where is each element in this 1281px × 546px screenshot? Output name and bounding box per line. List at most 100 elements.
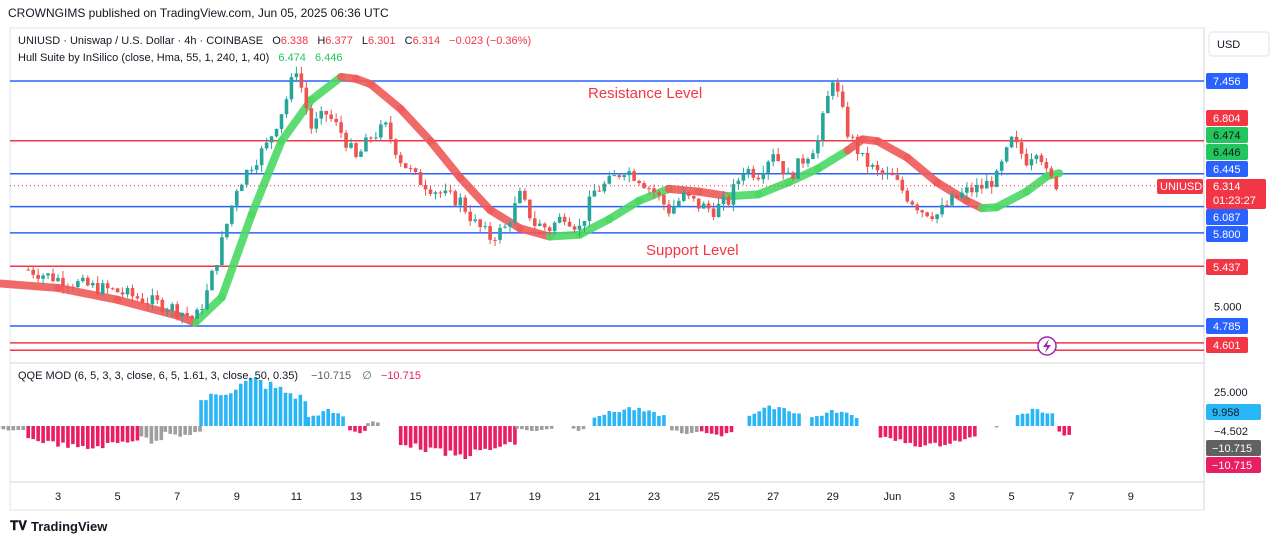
candle[interactable]: [776, 147, 780, 162]
time-axis-label[interactable]: 9: [1128, 491, 1134, 503]
candle[interactable]: [920, 209, 924, 218]
candle[interactable]: [528, 199, 532, 221]
candle[interactable]: [781, 160, 785, 180]
candle[interactable]: [220, 231, 224, 267]
candle[interactable]: [36, 268, 40, 284]
candle[interactable]: [945, 200, 949, 207]
symbol-legend[interactable]: UNIUSD · Uniswap / U.S. Dollar · 4h · CO…: [18, 35, 531, 47]
time-axis-label[interactable]: 11: [291, 491, 302, 503]
candle[interactable]: [746, 166, 751, 179]
candle[interactable]: [637, 179, 641, 186]
candle[interactable]: [607, 171, 612, 185]
candle[interactable]: [195, 307, 199, 319]
candle[interactable]: [885, 166, 890, 180]
candle[interactable]: [120, 287, 125, 300]
candle[interactable]: [329, 109, 333, 122]
candle[interactable]: [831, 80, 835, 100]
candle[interactable]: [989, 176, 994, 195]
candle[interactable]: [562, 213, 567, 226]
candle[interactable]: [314, 111, 319, 133]
candle[interactable]: [980, 178, 984, 194]
candle[interactable]: [393, 138, 398, 159]
candle[interactable]: [354, 141, 358, 159]
candle[interactable]: [756, 173, 761, 182]
candle[interactable]: [170, 302, 175, 318]
candle[interactable]: [269, 135, 274, 150]
candle[interactable]: [210, 269, 214, 291]
price-tick-label[interactable]: 5.000: [1214, 301, 1242, 313]
candle[interactable]: [691, 195, 696, 202]
candle[interactable]: [925, 211, 929, 218]
candle[interactable]: [61, 270, 65, 294]
candle[interactable]: [145, 297, 150, 311]
candle[interactable]: [855, 134, 860, 161]
candle[interactable]: [627, 167, 631, 183]
candle[interactable]: [657, 189, 661, 201]
candle[interactable]: [771, 148, 775, 167]
candle[interactable]: [791, 171, 795, 181]
candle[interactable]: [523, 188, 527, 202]
candle[interactable]: [428, 185, 433, 196]
candle[interactable]: [205, 283, 209, 311]
time-axis-label[interactable]: 9: [234, 491, 240, 503]
candle[interactable]: [324, 110, 328, 122]
qqe-badge[interactable]: [1206, 404, 1261, 420]
candle[interactable]: [110, 287, 115, 291]
candle[interactable]: [865, 146, 870, 175]
candle[interactable]: [975, 178, 979, 198]
candle[interactable]: [31, 266, 35, 279]
candle[interactable]: [100, 279, 105, 296]
candle[interactable]: [458, 193, 463, 213]
candle[interactable]: [935, 213, 939, 224]
candle[interactable]: [741, 167, 746, 185]
candle[interactable]: [1054, 175, 1059, 191]
candle[interactable]: [731, 179, 736, 212]
candle[interactable]: [518, 187, 522, 204]
candle[interactable]: [299, 66, 304, 93]
candle[interactable]: [498, 223, 502, 244]
candle[interactable]: [870, 163, 875, 170]
candle[interactable]: [816, 135, 820, 159]
candle[interactable]: [81, 274, 85, 283]
candle[interactable]: [513, 196, 517, 227]
candle[interactable]: [279, 114, 284, 134]
currency-button[interactable]: USD: [1208, 31, 1270, 57]
candle[interactable]: [955, 194, 959, 199]
candle[interactable]: [850, 134, 855, 140]
candle[interactable]: [999, 159, 1004, 176]
time-axis-label[interactable]: 23: [648, 491, 660, 503]
candle[interactable]: [284, 96, 289, 119]
candle[interactable]: [711, 202, 716, 221]
candle[interactable]: [552, 221, 557, 236]
candle[interactable]: [488, 222, 492, 245]
candle[interactable]: [632, 168, 636, 182]
candlesticks[interactable]: [26, 66, 1059, 325]
candle[interactable]: [701, 201, 706, 209]
price-badge[interactable]: [1206, 127, 1248, 143]
candle[interactable]: [398, 151, 403, 167]
candle[interactable]: [408, 164, 413, 173]
candle[interactable]: [602, 180, 607, 194]
candle[interactable]: [71, 283, 75, 292]
candle[interactable]: [155, 290, 160, 304]
candle[interactable]: [185, 306, 189, 321]
candle[interactable]: [190, 314, 194, 325]
candle[interactable]: [950, 190, 954, 208]
candle[interactable]: [682, 187, 686, 203]
candle[interactable]: [915, 202, 920, 214]
time-axis-label[interactable]: 25: [707, 491, 719, 503]
candle[interactable]: [905, 187, 910, 204]
candle[interactable]: [433, 190, 438, 200]
candle[interactable]: [344, 130, 348, 152]
candle[interactable]: [403, 162, 408, 169]
candle[interactable]: [379, 120, 383, 141]
candle[interactable]: [875, 160, 880, 177]
candle[interactable]: [736, 177, 741, 190]
candle[interactable]: [369, 136, 373, 144]
candle[interactable]: [537, 219, 542, 227]
candle[interactable]: [374, 132, 378, 141]
price-badge[interactable]: [1206, 110, 1248, 126]
candle[interactable]: [294, 66, 299, 82]
candle[interactable]: [696, 198, 701, 212]
